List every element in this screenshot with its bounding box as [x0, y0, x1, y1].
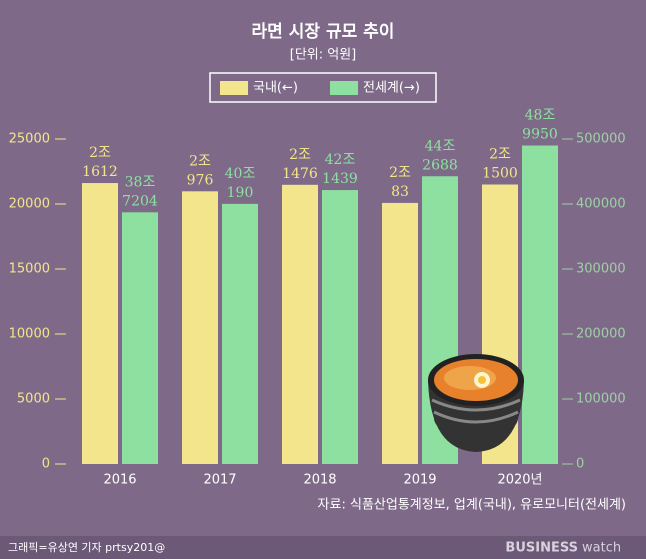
y2-tick-label: 400000 [576, 197, 626, 212]
source: 자료: 식품산업통계정보, 업계(국내), 유로모니터(전세계) [318, 498, 626, 513]
x-tick-label: 2020년 [497, 473, 542, 488]
legend-label: 전세계(→) [363, 81, 420, 96]
value-label: 2조 [489, 147, 511, 163]
bar [522, 145, 558, 464]
y2-tick-label: 300000 [576, 262, 626, 277]
value-label: 1500 [482, 166, 518, 182]
x-tick-label: 2017 [203, 473, 236, 488]
logo: watch [582, 541, 621, 556]
y-tick-label: 20000 [9, 197, 50, 212]
value-label: 48조 [525, 108, 556, 124]
bar [382, 202, 418, 464]
value-label: 2조 [389, 165, 411, 181]
value-label: 2조 [289, 147, 311, 163]
legend-swatch [220, 81, 248, 95]
footer-band [0, 536, 646, 559]
legend-label: 국내(←) [253, 81, 298, 96]
x-tick-label: 2016 [103, 473, 136, 488]
bowl-illustration [428, 354, 524, 452]
y-tick-label: 15000 [9, 262, 50, 277]
x-tick-label: 2018 [303, 473, 336, 488]
y-tick-label: 25000 [9, 132, 50, 147]
bar [182, 191, 218, 464]
value-label: 2조 [89, 145, 111, 161]
y-tick-label: 10000 [9, 327, 50, 342]
legend-box [209, 72, 437, 103]
value-label: 38조 [125, 174, 156, 190]
bar [322, 190, 358, 465]
bar [82, 183, 118, 464]
credit: 그래픽=유상연 기자 prtsy201@ [8, 541, 165, 554]
value-label: 1612 [82, 164, 118, 180]
value-label: 2688 [422, 157, 458, 173]
value-label: 42조 [325, 152, 356, 168]
bar [222, 203, 258, 464]
value-label: 9950 [522, 127, 558, 143]
logo: BUSINESS [505, 541, 578, 556]
legend-swatch [330, 81, 358, 95]
bar [122, 212, 158, 464]
value-label: 83 [391, 184, 409, 200]
y-tick-label: 0 [42, 457, 50, 472]
y-tick-label: 5000 [17, 392, 50, 407]
value-label: 44조 [425, 138, 456, 154]
value-label: 7204 [122, 193, 158, 209]
chart-subtitle: [단위: 억원] [290, 48, 357, 63]
bar [282, 184, 318, 464]
x-tick-label: 2019 [403, 473, 436, 488]
value-label: 2조 [189, 153, 211, 169]
value-label: 976 [187, 172, 214, 188]
value-label: 40조 [225, 166, 256, 182]
y2-tick-label: 200000 [576, 327, 626, 342]
value-label: 190 [227, 185, 254, 201]
y2-tick-label: 100000 [576, 392, 626, 407]
y2-tick-label: 0 [576, 457, 584, 472]
y2-tick-label: 500000 [576, 132, 626, 147]
chart-title: 라면 시장 규모 추이 [252, 22, 395, 42]
value-label: 1439 [322, 171, 358, 187]
value-label: 1476 [282, 166, 318, 182]
